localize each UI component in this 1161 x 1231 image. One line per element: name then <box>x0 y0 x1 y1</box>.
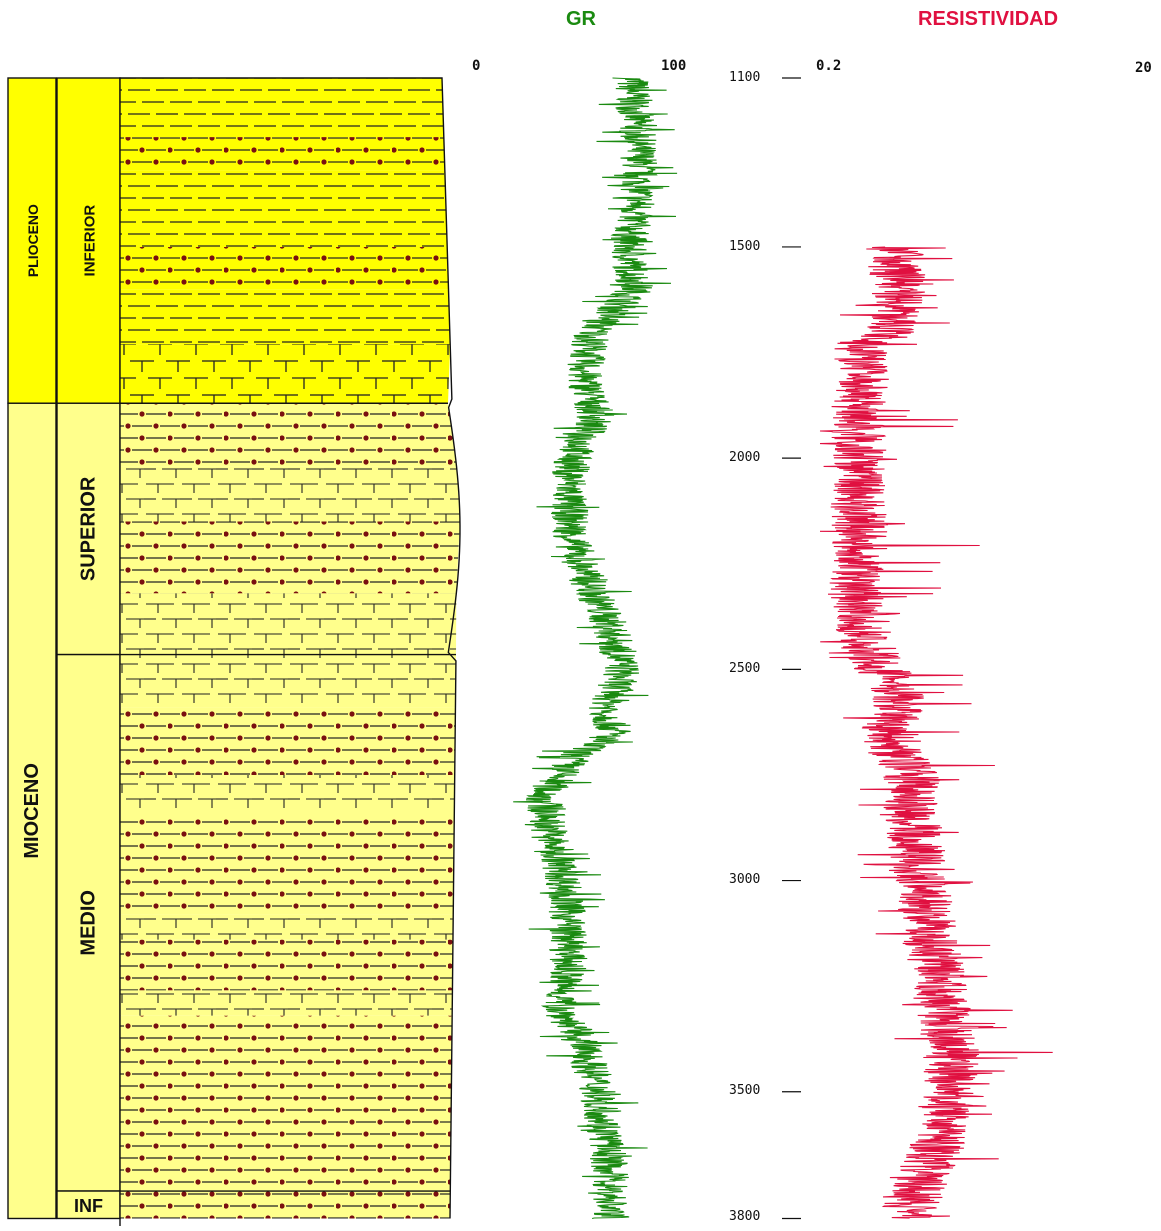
resistivity-scale-max: 20 <box>1135 60 1152 76</box>
resistivity-curve <box>819 246 1053 1219</box>
depth-label-3000: 3000 <box>729 872 761 887</box>
subepoch-box <box>56 1190 121 1220</box>
epoch-box <box>7 77 57 404</box>
lithology-unit-marly-shale <box>120 593 457 655</box>
lithology-unit-sandy-shale <box>120 707 456 775</box>
lithology-unit-marly-shale <box>120 914 454 940</box>
epoch-label-plioceno: PLIOCENO <box>25 204 41 277</box>
lithology-unit-marly-shale <box>120 990 453 1016</box>
resistivity-log-track <box>819 246 1053 1219</box>
gr-scale-min: 0 <box>472 58 481 74</box>
subepoch-box <box>56 402 121 656</box>
lithology-unit-sandy-shale <box>120 246 449 290</box>
lithology-unit-marly-shale <box>120 774 455 813</box>
lithology-unit-shale <box>120 78 444 138</box>
gr-log-track <box>513 77 678 1220</box>
depth-label-1100: 1100 <box>729 70 761 85</box>
depth-label-2000: 2000 <box>729 450 761 465</box>
gr-scale-max: 100 <box>661 58 687 74</box>
subepoch-box <box>56 77 121 404</box>
gr-title: GR <box>566 8 596 30</box>
lithology-column-outline <box>119 77 461 1226</box>
subepoch-label-inf: INF <box>74 1196 103 1216</box>
lithology-unit-sandy-shale <box>120 403 457 467</box>
lithology-unit-shale <box>120 170 448 247</box>
depth-label-3500: 3500 <box>729 1083 761 1098</box>
gr-curve <box>513 77 678 1220</box>
lithology-unit-shale <box>120 289 451 345</box>
lithology-unit-marly-shale <box>120 654 456 708</box>
subepoch-label-superior: SUPERIOR <box>78 476 100 581</box>
depth-label-2500: 2500 <box>729 661 761 676</box>
lithology-unit-sandy-shale <box>120 521 460 594</box>
resistivity-title: RESISTIVIDAD <box>918 8 1059 30</box>
lithology-unit-sandy-shale <box>120 1015 453 1219</box>
epoch-label-mioceno: MIOCENO <box>21 763 43 859</box>
lithology-unit-marl <box>120 344 451 404</box>
resistivity-scale-min: 0.2 <box>816 58 842 74</box>
lithology-unit-sandy-shale <box>120 939 453 991</box>
epoch-box <box>7 402 57 1220</box>
lithology-unit-marly-shale <box>120 466 460 522</box>
depth-axis <box>782 77 801 1220</box>
subepoch-label-medio: MEDIO <box>78 890 100 956</box>
lithology-unit-sandy-shale <box>120 137 445 171</box>
stratigraphic-column: PLIOCENO MIOCENO INFERIOR SUPERIOR MEDIO INF <box>7 77 461 1226</box>
depth-label-1500: 1500 <box>729 239 761 254</box>
subepoch-label-inferior: INFERIOR <box>82 205 99 277</box>
lithology-unit-sandy-shale <box>120 812 455 915</box>
depth-label-3800: 3800 <box>729 1209 761 1224</box>
subepoch-box <box>56 653 121 1192</box>
